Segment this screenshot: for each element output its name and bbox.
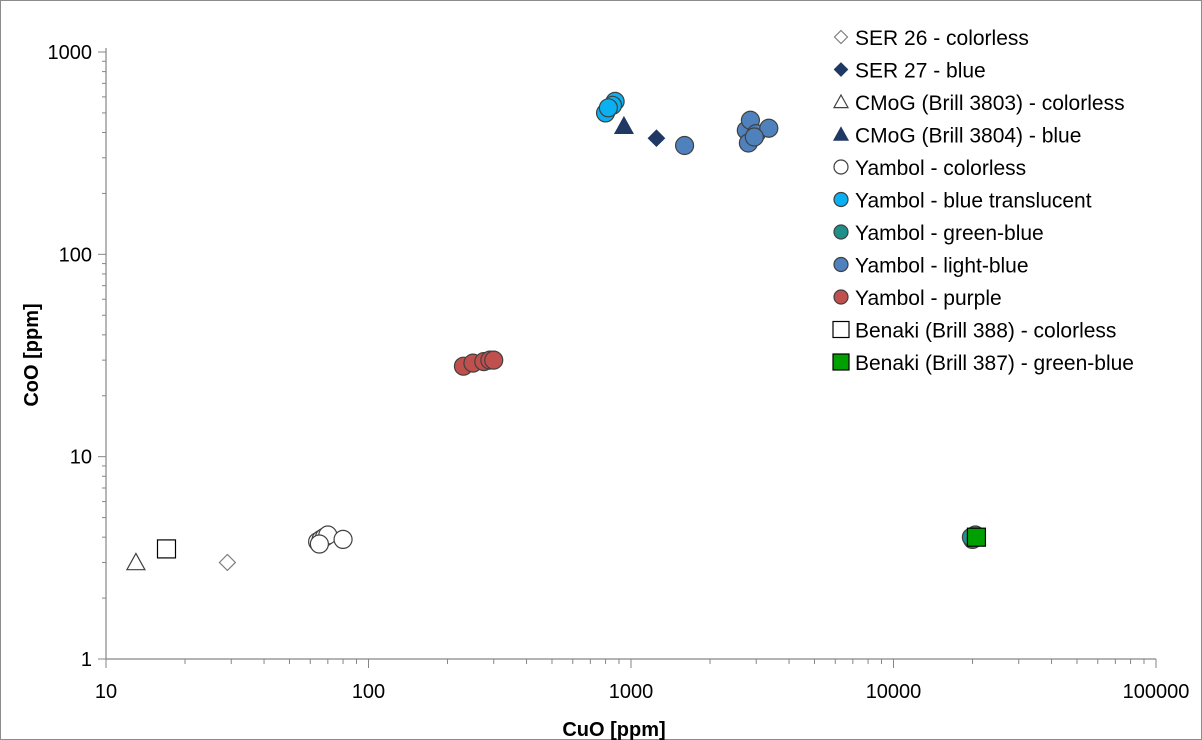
legend-marker xyxy=(833,256,849,273)
legend-marker xyxy=(833,289,849,305)
legend-label: CMoG (Brill 3804) - blue xyxy=(855,125,1081,148)
series-4 xyxy=(308,525,353,554)
y-tick-label: 1 xyxy=(81,649,92,671)
legend-entry: Yambol - purple xyxy=(833,287,1002,310)
legend: SER 26 - colorless SER 27 - blue CMoG (Bri… xyxy=(832,27,1134,375)
data-point xyxy=(613,115,634,134)
y-tick-label: 10 xyxy=(70,447,92,469)
series-0 xyxy=(218,553,237,572)
data-point xyxy=(759,118,779,138)
data-point xyxy=(484,350,504,370)
legend-entry: Yambol - light-blue xyxy=(833,255,1029,278)
y-tick-label: 100 xyxy=(59,244,92,266)
x-tick-label: 100 xyxy=(352,681,385,703)
legend-entry: Benaki (Brill 387) - green-blue xyxy=(832,352,1134,375)
series-3 xyxy=(613,115,634,134)
legend-label: Yambol - colorless xyxy=(855,157,1026,180)
legend-label: Yambol - blue translucent xyxy=(855,190,1092,213)
y-axis-title: CoO [ppm] xyxy=(21,303,43,406)
legend-marker xyxy=(832,126,850,141)
legend-label: SER 26 - colorless xyxy=(855,27,1029,50)
x-tick-label: 10 xyxy=(95,681,117,703)
series-7 xyxy=(674,110,779,156)
series-2 xyxy=(125,552,146,571)
series-5 xyxy=(595,91,625,123)
data-point xyxy=(647,129,666,148)
data-point xyxy=(966,527,987,547)
series-8 xyxy=(453,350,504,376)
data-point xyxy=(598,98,618,118)
data-point xyxy=(309,534,329,554)
legend-marker xyxy=(833,159,849,175)
series-9 xyxy=(156,539,177,559)
legend-marker xyxy=(833,29,849,45)
x-tick-label: 100000 xyxy=(1123,681,1190,703)
legend-label: SER 27 - blue xyxy=(855,60,986,83)
legend-marker xyxy=(832,93,850,109)
legend-marker xyxy=(832,353,850,371)
legend-entry: SER 27 - blue xyxy=(833,60,986,83)
legend-marker xyxy=(832,320,850,339)
data-point xyxy=(125,552,146,571)
legend-marker xyxy=(833,224,849,240)
data-point xyxy=(333,529,353,550)
data-point xyxy=(156,539,177,559)
legend-entry: SER 26 - colorless xyxy=(833,27,1029,50)
legend-entry: CMoG (Brill 3803) - colorless xyxy=(832,92,1125,115)
series-10 xyxy=(966,527,987,547)
legend-label: CMoG (Brill 3803) - colorless xyxy=(855,92,1125,115)
data-marks xyxy=(125,91,987,572)
x-tick-label: 10000 xyxy=(866,681,922,703)
x-tick-label: 1000 xyxy=(609,681,654,703)
series-1 xyxy=(647,129,666,148)
legend-label: Benaki (Brill 388) - colorless xyxy=(855,320,1116,343)
legend-entry: Benaki (Brill 388) - colorless xyxy=(832,320,1116,343)
legend-entry: CMoG (Brill 3804) - blue xyxy=(832,125,1081,148)
legend-label: Yambol - purple xyxy=(855,287,1002,310)
data-point xyxy=(744,127,764,147)
legend-label: Yambol - light-blue xyxy=(855,255,1029,278)
legend-entry: Yambol - blue translucent xyxy=(833,190,1092,213)
data-point xyxy=(218,553,237,572)
legend-marker xyxy=(833,62,849,77)
legend-label: Benaki (Brill 387) - green-blue xyxy=(855,352,1134,375)
data-point xyxy=(674,135,695,156)
legend-entry: Yambol - colorless xyxy=(833,157,1026,180)
x-axis-title: CuO [ppm] xyxy=(562,719,665,740)
legend-label: Yambol - green-blue xyxy=(855,222,1044,245)
y-tick-label: 1000 xyxy=(48,42,93,64)
legend-entry: Yambol - green-blue xyxy=(833,222,1044,245)
legend-marker xyxy=(833,191,849,208)
